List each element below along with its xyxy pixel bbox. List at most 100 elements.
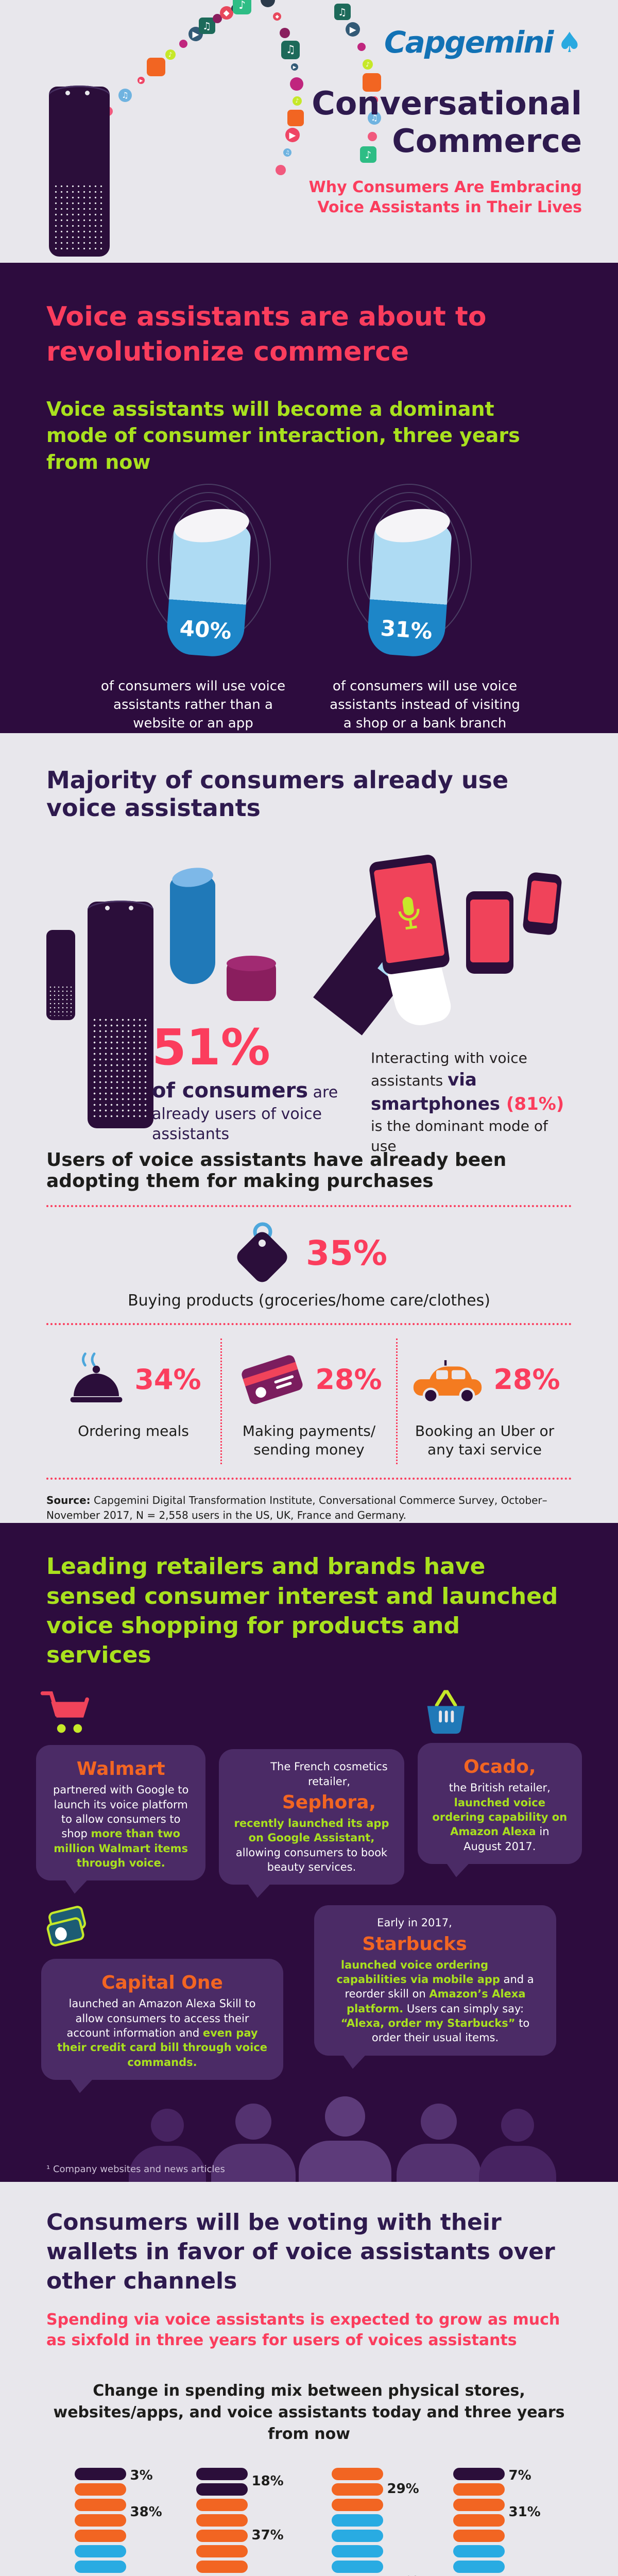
dotted-divider xyxy=(46,1478,572,1480)
media-icon: ♫ xyxy=(118,89,132,102)
stat-value: 40% xyxy=(179,615,233,645)
sephora-block: The French cosmetics retailer, Sephora, re… xyxy=(219,1749,404,1885)
text-segment: Interacting with voice assistants xyxy=(371,1049,527,1090)
media-icon xyxy=(290,77,304,91)
spending-mix-chart: 3%38%59%Today18%37%45%Three years from n… xyxy=(46,2467,572,2576)
media-icon: ▶ xyxy=(346,22,360,37)
home-speaker-icon: 31% xyxy=(366,515,453,658)
stat-caption: Booking an Uber or any taxi service xyxy=(415,1422,555,1459)
page-subtitle: Why Consumers Are Embracing Voice Assist… xyxy=(308,178,582,217)
media-icon-stream: ♪♫▶♪▶♫◆♪♫▶♪▶♫◆♪♫▶♪▶♫ xyxy=(0,0,402,237)
pill-segment-website xyxy=(453,2529,505,2542)
stat-value: 28% xyxy=(493,1363,560,1396)
echo-speaker-icon xyxy=(49,86,110,257)
pill-segment-website xyxy=(196,2498,248,2511)
ocado-bubble: Ocado, the British retailer, launched voi… xyxy=(417,1743,582,1864)
text-segment: Amazon’s Alexa platform. xyxy=(346,1988,526,2015)
ordering-meals-cell: 34% Ordering meals xyxy=(46,1338,220,1465)
taxi-car-icon xyxy=(414,1360,482,1404)
stat-value: 34% xyxy=(134,1363,201,1396)
chart-column: 18%37%45%Three years from now xyxy=(196,2467,287,2576)
pill-segment-website xyxy=(331,2483,383,2496)
text-segment: via smartphones xyxy=(371,1070,506,1115)
header-text: Capgemini ♠ Conversational Commerce Why … xyxy=(263,25,582,217)
media-icon xyxy=(287,109,304,126)
pill-segment-website xyxy=(196,2529,248,2542)
text-segment: recently launched its app on Google Assi… xyxy=(234,1817,389,1844)
section-title: Majority of consumers already use voice … xyxy=(46,766,509,822)
media-icon: ▶ xyxy=(285,128,300,143)
stat-caption: of consumers will use voice assistants i… xyxy=(330,679,520,731)
pill-segment-physical xyxy=(331,2560,383,2573)
pill-segment-website xyxy=(196,2514,248,2527)
text-segment: and a reorder skill on xyxy=(345,1973,534,2001)
person-silhouette xyxy=(211,2104,296,2182)
text-segment: launched voice ordering capability on Am… xyxy=(432,1796,568,1838)
majority-section: Majority of consumers already use voice … xyxy=(0,733,618,1523)
media-icon: ♫ xyxy=(283,148,292,157)
chart-column: 29%71%Today xyxy=(331,2467,422,2576)
media-icon: ♫ xyxy=(281,40,300,59)
media-icon: ♫ xyxy=(198,18,215,34)
media-icon xyxy=(276,165,286,175)
page-title: Conversational Commerce xyxy=(312,84,582,160)
pill-segment-website xyxy=(453,2498,505,2511)
echo-speaker-icon xyxy=(88,900,153,1128)
media-icon: ♪ xyxy=(293,96,302,106)
text-segment: to order their usual items. xyxy=(371,2017,530,2044)
chart-value-label: 38% xyxy=(130,2504,162,2520)
pill-segment-website xyxy=(196,2560,248,2573)
pill-segment-website xyxy=(331,2467,383,2480)
section-subtitle: Spending via voice assistants is expecte… xyxy=(46,2310,560,2350)
media-icon: ◆ xyxy=(273,12,282,21)
taxi-cell: 28% Booking an Uber or any taxi service xyxy=(398,1338,572,1465)
pill-segment-website xyxy=(196,2545,248,2557)
stat-caption: Buying products (groceries/home care/clo… xyxy=(128,1291,490,1310)
capitalone-block: Capital One launched an Amazon Alexa Skil… xyxy=(41,1905,283,2080)
chart-group-nonusers: 29%71%Today7%31%62%Three years from now … xyxy=(310,2467,565,2576)
smartphone-icon xyxy=(466,891,513,974)
speaker-grill xyxy=(53,183,106,250)
chart-value-label: 7% xyxy=(508,2467,531,2483)
section-title: Consumers will be voting with their wall… xyxy=(46,2209,555,2295)
text-segment: Starbucks xyxy=(362,1933,467,1955)
sephora-bubble: The French cosmetics retailer, Sephora, re… xyxy=(219,1749,404,1885)
media-icon xyxy=(367,131,377,141)
chart-value-label: 18% xyxy=(251,2473,284,2489)
pill-segment-website xyxy=(453,2514,505,2527)
pill-segment-physical xyxy=(74,2560,126,2573)
capgemini-logo: Capgemini ♠ xyxy=(263,25,582,60)
speaker-fleet-illustration: 51% of consumers are already users of vo… xyxy=(46,842,371,1143)
home-speaker-40: 40% xyxy=(142,484,276,670)
media-icon: ♪ xyxy=(233,0,251,14)
purchases-grid: 34% Ordering meals 2 xyxy=(46,1338,572,1465)
person-silhouette-center xyxy=(299,2096,391,2182)
media-icon: ▶ xyxy=(138,77,145,84)
dotted-separator xyxy=(220,1338,222,1465)
media-icon xyxy=(280,28,290,39)
text-segment: Walmart xyxy=(76,1758,165,1780)
dotted-divider xyxy=(46,1323,572,1325)
footnote: ¹ Company websites and news articles xyxy=(46,2164,225,2175)
pill-segment-voice xyxy=(196,2467,248,2480)
media-icon: ▶ xyxy=(370,96,378,104)
home-speaker-icon xyxy=(170,873,215,984)
credit-card-icon xyxy=(242,1355,303,1404)
pill-segment-physical xyxy=(331,2514,383,2527)
spade-icon: ♠ xyxy=(557,26,582,59)
pill-segment-website xyxy=(74,2498,126,2511)
pill-segment-voice xyxy=(453,2467,505,2480)
walmart-bubble: Walmart partnered with Google to launch i… xyxy=(36,1745,206,1881)
media-icon xyxy=(212,14,222,24)
pill-segment-voice xyxy=(74,2467,126,2480)
chart-group-users: 3%38%59%Today18%37%45%Three years from n… xyxy=(53,2467,308,2576)
majority-row: 51% of consumers are already users of vo… xyxy=(46,842,572,1155)
stat-caption: of consumers are already users of voice … xyxy=(152,1078,338,1143)
media-icon: ♪ xyxy=(165,49,176,60)
pill-segment-website xyxy=(74,2483,126,2496)
media-icon: ♫ xyxy=(334,4,351,21)
ocado-block: Ocado, the British retailer, launched voi… xyxy=(417,1687,582,1864)
text-segment: Sephora, xyxy=(282,1791,376,1813)
text-segment: more than two million Walmart items thro… xyxy=(54,1827,188,1869)
